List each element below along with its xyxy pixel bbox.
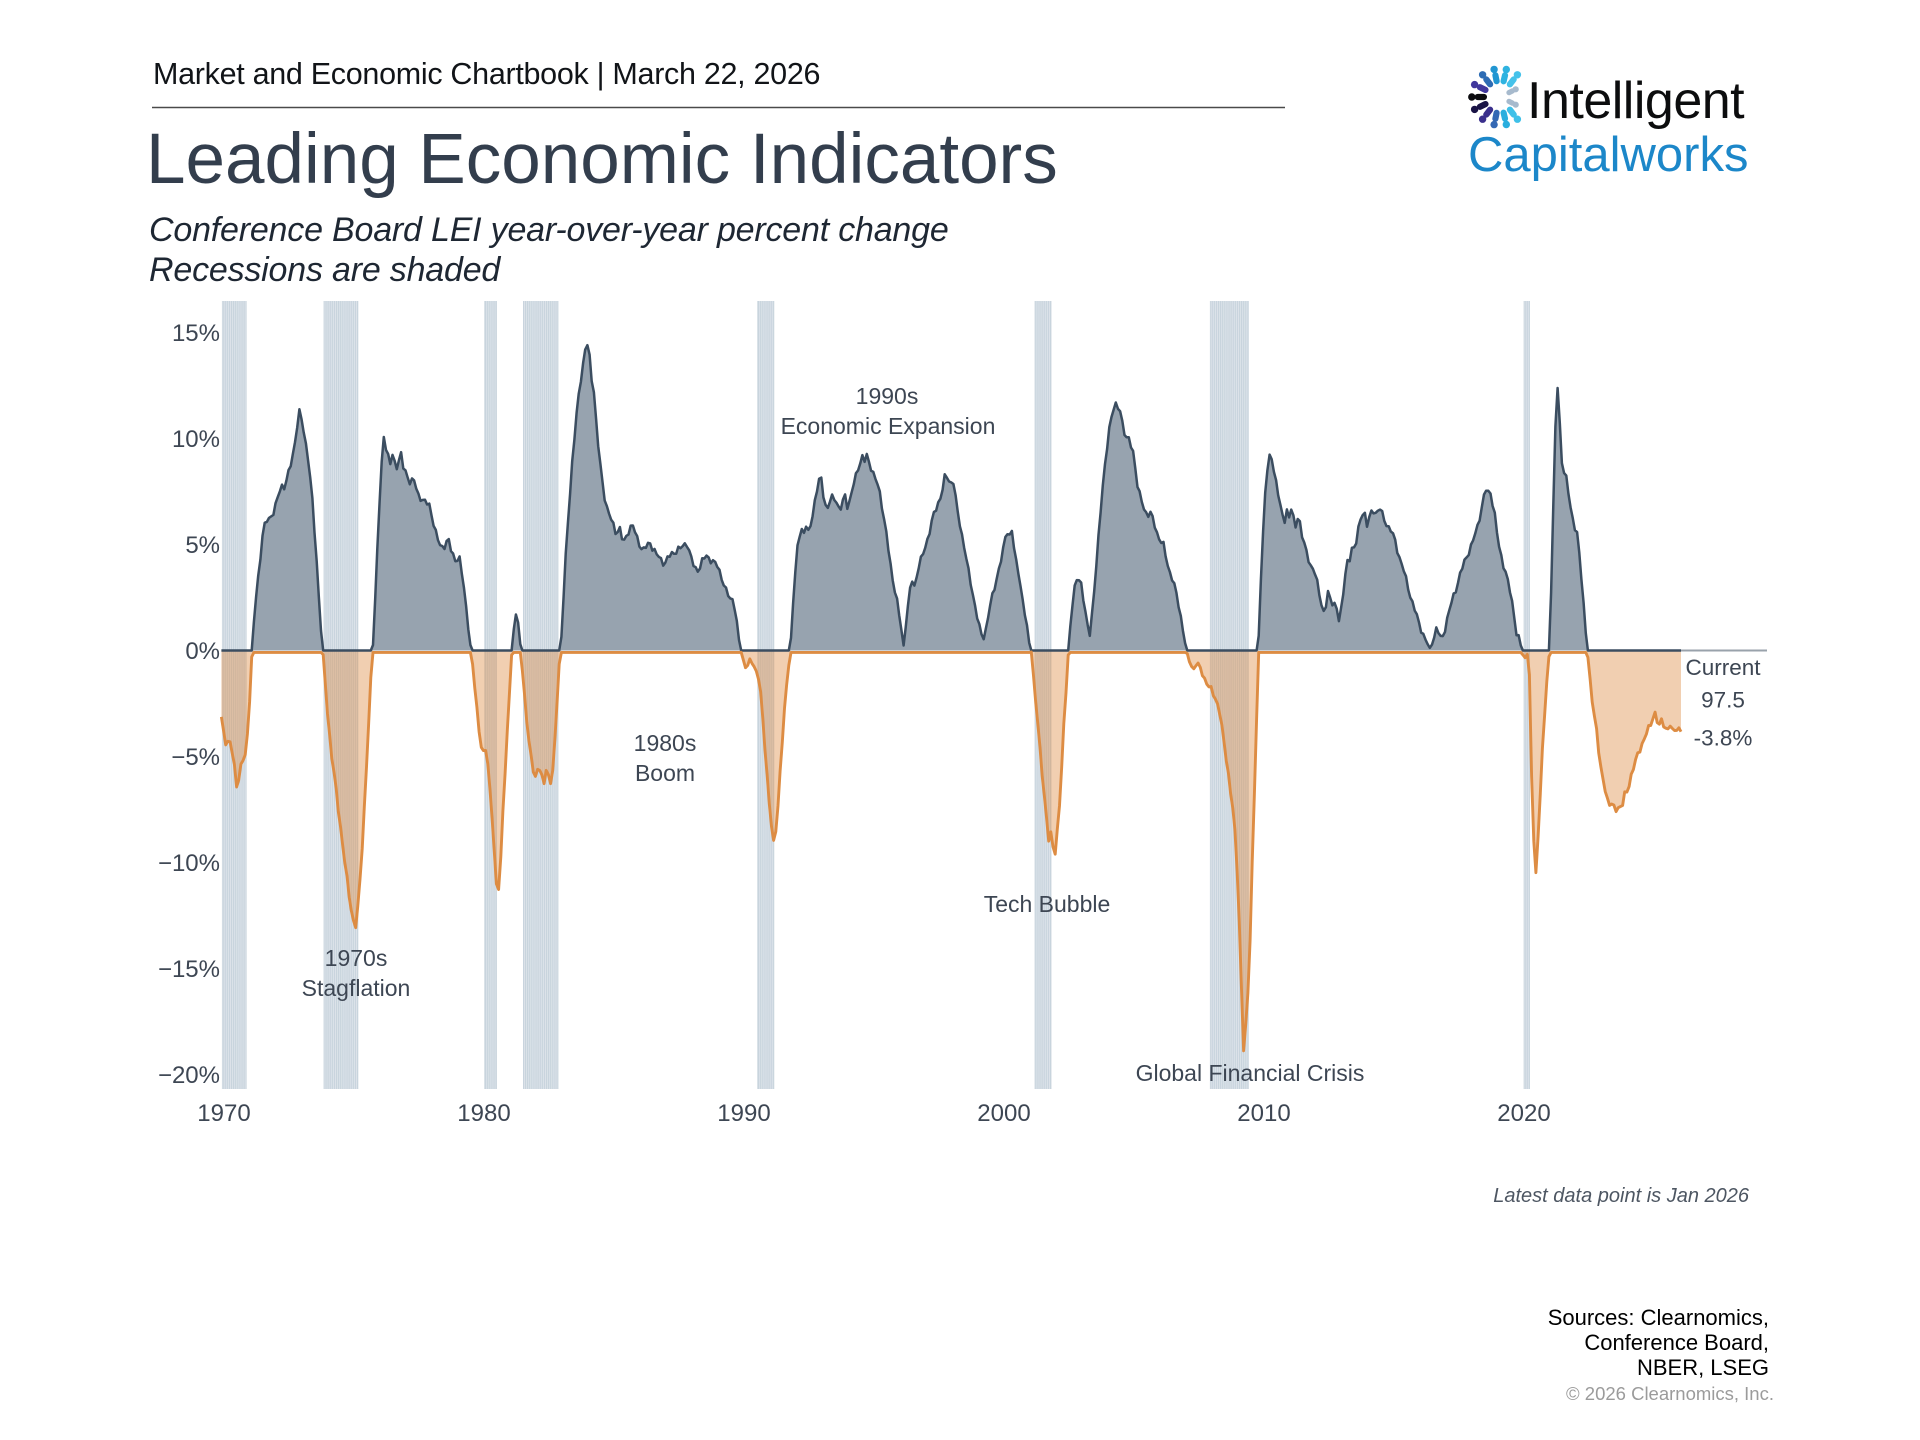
svg-text:1990s: 1990s — [856, 383, 919, 409]
svg-text:Market and Economic Chartbook: Market and Economic Chartbook | March 22… — [153, 57, 820, 91]
svg-text:2000: 2000 — [977, 1100, 1030, 1127]
svg-text:Stagflation: Stagflation — [302, 975, 411, 1001]
svg-text:1980s: 1980s — [634, 730, 697, 756]
svg-text:Latest data point is Jan 2026: Latest data point is Jan 2026 — [1493, 1185, 1750, 1207]
svg-text:1980: 1980 — [457, 1100, 510, 1127]
svg-text:0%: 0% — [185, 638, 220, 665]
svg-text:-3.8%: -3.8% — [1694, 726, 1753, 751]
svg-text:Economic Expansion: Economic Expansion — [781, 413, 996, 439]
svg-text:10%: 10% — [172, 426, 220, 453]
svg-text:Capitalworks: Capitalworks — [1468, 128, 1748, 182]
svg-text:Global Financial Crisis: Global Financial Crisis — [1136, 1060, 1365, 1086]
svg-text:Intelligent: Intelligent — [1527, 72, 1745, 130]
svg-text:−10%: −10% — [158, 850, 220, 877]
svg-text:−20%: −20% — [158, 1062, 220, 1089]
svg-text:−15%: −15% — [158, 956, 220, 983]
svg-text:© 2026 Clearnomics, Inc.: © 2026 Clearnomics, Inc. — [1566, 1383, 1774, 1404]
svg-text:Recessions are shaded: Recessions are shaded — [149, 251, 501, 289]
svg-text:15%: 15% — [172, 320, 220, 347]
svg-text:Current: Current — [1685, 655, 1761, 680]
svg-text:Conference Board,: Conference Board, — [1584, 1330, 1769, 1355]
svg-text:−5%: −5% — [171, 744, 220, 771]
svg-text:2010: 2010 — [1237, 1100, 1290, 1127]
svg-text:1990: 1990 — [717, 1100, 770, 1127]
svg-text:Sources: Clearnomics,: Sources: Clearnomics, — [1548, 1305, 1769, 1330]
svg-text:1970: 1970 — [197, 1100, 250, 1127]
svg-text:Tech Bubble: Tech Bubble — [984, 891, 1111, 917]
svg-text:Leading Economic Indicators: Leading Economic Indicators — [146, 120, 1058, 199]
svg-text:Conference Board LEI year-over: Conference Board LEI year-over-year perc… — [149, 211, 949, 249]
svg-text:NBER, LSEG: NBER, LSEG — [1637, 1355, 1769, 1380]
svg-text:1970s: 1970s — [325, 945, 388, 971]
svg-text:5%: 5% — [185, 532, 220, 559]
svg-text:97.5: 97.5 — [1701, 688, 1745, 713]
svg-text:Boom: Boom — [635, 760, 695, 786]
svg-text:2020: 2020 — [1497, 1100, 1550, 1127]
